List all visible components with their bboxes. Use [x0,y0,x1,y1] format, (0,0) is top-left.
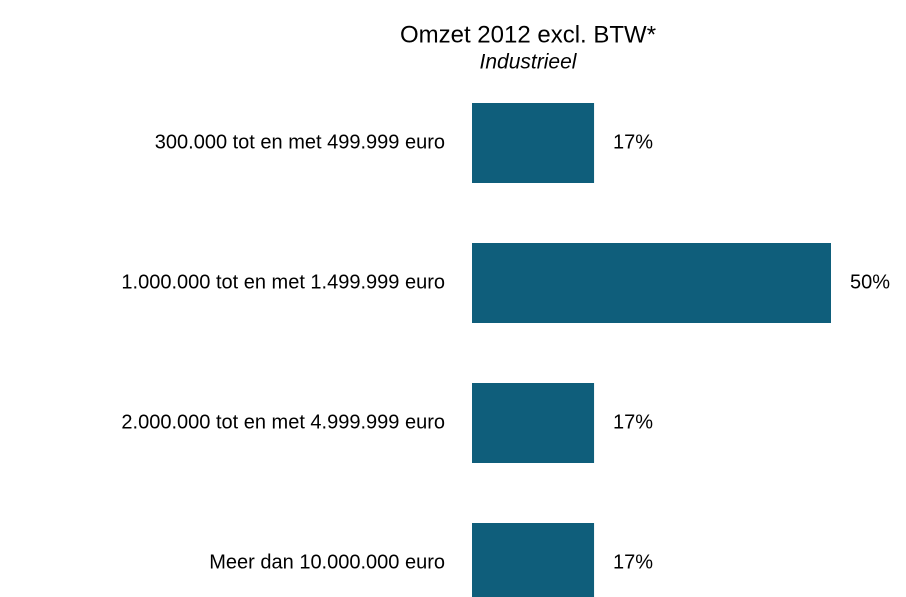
chart-subtitle: Industrieel [480,51,578,74]
bar [472,383,595,463]
category-label: Meer dan 10.000.000 euro [209,551,445,573]
value-label: 50% [850,271,890,293]
category-label: 300.000 tot en met 499.999 euro [155,131,445,153]
value-label: 17% [613,131,653,153]
bar [472,243,831,323]
value-label: 17% [613,411,653,433]
category-label: 2.000.000 tot en met 4.999.999 euro [121,411,445,433]
value-label: 17% [613,551,653,573]
bar [472,523,595,597]
category-label: 1.000.000 tot en met 1.499.999 euro [121,271,445,293]
chart-title: Omzet 2012 excl. BTW* [400,21,656,48]
bar [472,103,595,183]
